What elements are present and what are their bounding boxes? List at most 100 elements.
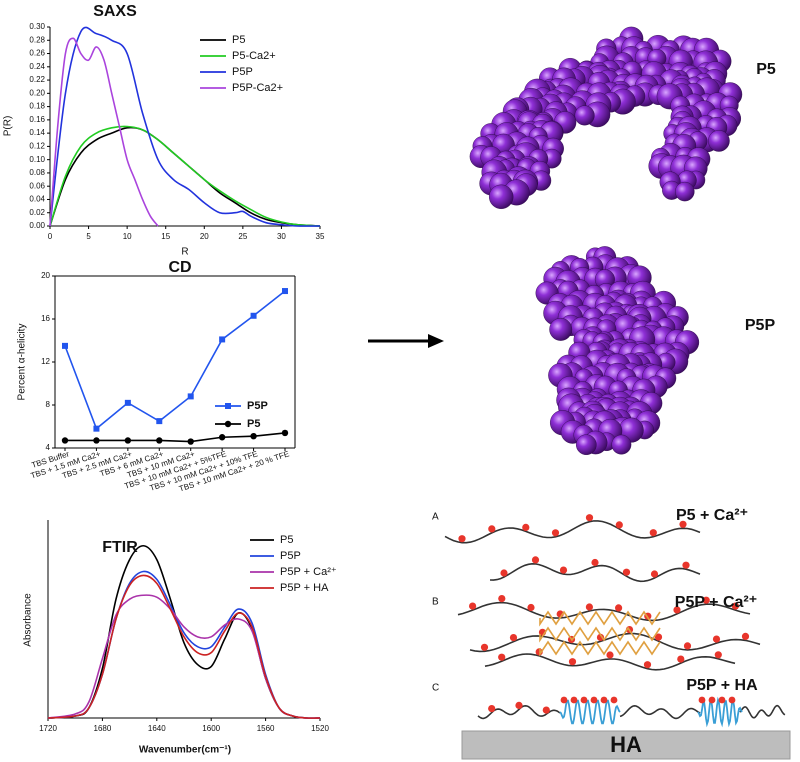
calcium-dot xyxy=(515,701,523,710)
x-axis-label: R xyxy=(181,247,188,258)
panel-label: P5 + Ca²⁺ xyxy=(676,507,748,524)
calcium-dot xyxy=(679,520,687,528)
x-tick-label: 1520 xyxy=(311,724,329,733)
x-tick-label: 10 xyxy=(123,232,132,241)
legend-marker xyxy=(224,420,232,428)
x-tick-label: 1720 xyxy=(39,724,57,733)
peptide-strand xyxy=(477,704,561,720)
atom-sphere xyxy=(576,434,597,456)
calcium-dot xyxy=(615,604,623,612)
peptide-strand xyxy=(444,520,701,544)
chart-title: SAXS xyxy=(93,3,137,20)
x-axis-label: Wavenumber(cm⁻¹) xyxy=(139,745,231,756)
calcium-dot xyxy=(643,661,652,669)
substrate-bar xyxy=(461,730,791,760)
series-line xyxy=(49,37,159,227)
calcium-dot xyxy=(615,521,623,529)
calcium-dot xyxy=(622,568,631,576)
atom-sphere xyxy=(708,130,730,152)
calcium-dot xyxy=(702,596,710,604)
legend-label: P5 xyxy=(247,418,260,430)
x-tick-label: 5 xyxy=(86,232,91,241)
series-line xyxy=(47,594,321,719)
y-tick-label: 0.20 xyxy=(29,88,45,97)
legend-label: P5 xyxy=(232,34,245,46)
calcium-dot xyxy=(527,603,535,612)
charts: 0.00 0.02 0.04 0.06 0.08 0.10 0.12 0.14 0.16 0.18… xyxy=(3,3,337,755)
calcium-dot xyxy=(712,635,721,643)
panel-label: P5P + Ca²⁺ xyxy=(675,594,757,611)
y-tick-label: 12 xyxy=(41,357,50,366)
chart-title: CD xyxy=(168,259,191,276)
calcium-dot xyxy=(542,706,550,714)
x-tick-label: 1600 xyxy=(202,724,220,733)
data-point xyxy=(282,288,288,295)
y-tick-label: 0.10 xyxy=(29,155,45,164)
y-tick-label: 0.16 xyxy=(29,115,45,124)
data-point xyxy=(124,437,132,444)
peptide-strand xyxy=(469,632,761,653)
legend-label: P5P + HA xyxy=(280,582,329,594)
molecule: P5P xyxy=(535,246,775,456)
calcium-dot xyxy=(590,696,598,704)
calcium-dot xyxy=(728,696,736,704)
series-line xyxy=(65,432,286,443)
legend-label: P5P xyxy=(232,66,253,78)
calcium-dot xyxy=(650,570,659,578)
y-tick-label: 0.30 xyxy=(29,22,45,31)
series-line xyxy=(49,125,321,227)
legend-label: P5P xyxy=(280,550,301,562)
y-tick-label: 16 xyxy=(41,314,50,323)
y-tick-label: 0.00 xyxy=(29,221,45,230)
y-tick-label: 0.22 xyxy=(29,75,45,84)
chart-title: FTIR xyxy=(102,539,138,556)
series-line xyxy=(49,26,321,227)
legend-label: P5P-Ca2+ xyxy=(232,82,283,94)
calcium-dot xyxy=(610,696,618,704)
x-tick-label: 0 xyxy=(48,232,53,241)
panel-letter: C xyxy=(432,683,439,694)
calcium-dot xyxy=(580,696,588,704)
y-axis-label: Absorbance xyxy=(23,593,34,647)
peptide-strand xyxy=(619,704,701,720)
calcium-dot xyxy=(708,696,716,704)
atom-sphere xyxy=(574,105,595,126)
data-point xyxy=(93,437,100,444)
chart: 1720 1680 1640 1600 1560 1520 P5 P5P P5P + Ca²⁺ P… xyxy=(23,520,337,756)
y-tick-label: 0.26 xyxy=(29,49,45,58)
panel-label: P5P + HA xyxy=(686,677,758,694)
x-tick-label: 15 xyxy=(161,232,170,241)
calcium-dot xyxy=(480,643,489,651)
chart: 0.00 0.02 0.04 0.06 0.08 0.10 0.12 0.14 0.16 0.18… xyxy=(3,3,325,257)
panel-letter: A xyxy=(432,512,439,523)
calcium-dot xyxy=(560,696,568,704)
data-point xyxy=(61,437,69,444)
y-tick-label: 8 xyxy=(46,400,51,409)
molecule-label: P5 xyxy=(756,61,776,78)
y-tick-label: 0.24 xyxy=(29,62,45,71)
peptide-strand xyxy=(489,562,701,583)
series-line xyxy=(49,126,321,227)
calcium-dot xyxy=(714,651,722,659)
data-point xyxy=(124,399,131,406)
helix-zigzag xyxy=(539,626,661,643)
calcium-dot xyxy=(606,651,614,659)
calcium-dot xyxy=(500,569,508,577)
calcium-dot xyxy=(718,696,726,704)
legend-marker xyxy=(225,403,231,409)
data-point xyxy=(156,418,163,425)
calcium-dot xyxy=(458,535,466,543)
legend-label: P5 xyxy=(280,534,293,546)
x-tick-label: 25 xyxy=(238,232,247,241)
x-tick-label: 30 xyxy=(277,232,286,241)
legend-label: P5P xyxy=(247,400,268,412)
atom-sphere xyxy=(611,434,632,455)
arrow xyxy=(368,334,444,348)
calcium-dot xyxy=(469,602,477,610)
helix-zigzag xyxy=(539,610,661,627)
data-point xyxy=(187,393,194,400)
x-tick-label: 1680 xyxy=(94,724,112,733)
calcium-dot xyxy=(731,602,740,610)
data-point xyxy=(156,437,163,444)
